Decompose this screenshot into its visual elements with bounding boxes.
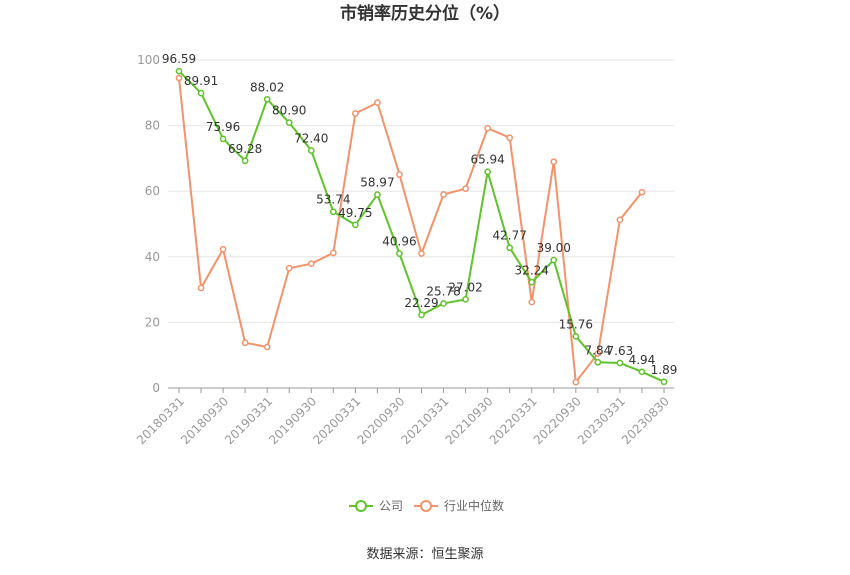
data-label: 65.94: [470, 153, 504, 167]
source-text: 数据来源：恒生聚源: [366, 547, 483, 562]
data-label: 75.96: [206, 120, 240, 134]
data-label: 25.78: [426, 284, 460, 298]
series-industry-median: [175, 74, 646, 386]
data-point[interactable]: [175, 67, 183, 75]
data-point[interactable]: [418, 250, 425, 257]
data-label: 42.77: [493, 229, 527, 243]
data-label: 88.02: [250, 80, 284, 94]
data-point[interactable]: [263, 95, 271, 103]
data-point[interactable]: [616, 359, 624, 367]
chart-title: 市销率历史分位（%）: [340, 3, 510, 24]
data-label: 96.59: [162, 52, 196, 66]
data-point[interactable]: [374, 191, 381, 198]
legend-label-industry: 行业中位数: [444, 498, 504, 513]
data-point[interactable]: [462, 185, 469, 192]
y-tick-label: 0: [152, 381, 160, 395]
series-line: [178, 70, 665, 383]
y-tick-label: 100: [137, 53, 160, 67]
data-point[interactable]: [352, 221, 359, 229]
data-point[interactable]: [572, 378, 580, 386]
data-point[interactable]: [219, 245, 227, 253]
data-label: 22.29: [404, 296, 438, 310]
data-point[interactable]: [528, 278, 536, 286]
data-point[interactable]: [440, 300, 447, 307]
data-point[interactable]: [241, 339, 249, 347]
data-point[interactable]: [462, 296, 469, 303]
series-layer: [175, 67, 668, 386]
data-point[interactable]: [418, 311, 425, 319]
data-label: 58.97: [360, 176, 394, 190]
y-tick-label: 80: [145, 119, 160, 133]
data-point[interactable]: [374, 99, 381, 106]
data-point[interactable]: [550, 158, 558, 166]
series-line: [178, 77, 643, 384]
data-label: 4.94: [629, 353, 656, 367]
y-tick-label: 60: [145, 184, 160, 198]
x-tick-label: 20230830: [619, 394, 672, 447]
data-point[interactable]: [616, 216, 624, 224]
data-label: 40.96: [382, 235, 416, 249]
data-label: 89.91: [184, 74, 218, 88]
data-label: 7.63: [607, 344, 634, 358]
data-label: 27.02: [448, 280, 482, 294]
legend-item-industry[interactable]: 行业中位数: [414, 498, 504, 513]
grid-lines: [168, 59, 674, 323]
data-label: 72.40: [294, 132, 328, 146]
data-point[interactable]: [219, 135, 227, 143]
data-point[interactable]: [638, 368, 646, 376]
data-point[interactable]: [484, 124, 491, 132]
data-label: 49.75: [338, 206, 372, 220]
series-company: [175, 67, 668, 386]
data-point[interactable]: [197, 284, 205, 292]
legend-item-company[interactable]: 公司: [349, 499, 403, 513]
legend-label-company: 公司: [379, 499, 403, 513]
data-label: 53.74: [316, 193, 350, 207]
data-label: 32.24: [515, 263, 549, 277]
data-point[interactable]: [572, 332, 580, 340]
legend-marker-company: [355, 500, 367, 512]
data-label: 39.00: [537, 241, 571, 255]
data-point[interactable]: [352, 110, 359, 117]
data-point[interactable]: [285, 119, 293, 126]
x-tick-labels: 2018033120180930201903312019093020200331…: [134, 394, 672, 447]
data-label: 80.90: [272, 104, 306, 118]
data-label: 15.76: [559, 317, 593, 331]
data-point[interactable]: [440, 191, 447, 198]
data-point[interactable]: [594, 350, 602, 357]
data-point[interactable]: [175, 74, 183, 82]
data-point[interactable]: [329, 208, 337, 216]
data-point[interactable]: [660, 378, 668, 386]
y-tick-label: 20: [145, 315, 160, 329]
data-point[interactable]: [307, 260, 315, 268]
data-point[interactable]: [550, 256, 558, 264]
data-point[interactable]: [197, 89, 205, 97]
data-label: 69.28: [228, 142, 262, 156]
data-label: 1.89: [651, 363, 678, 377]
data-point[interactable]: [396, 171, 403, 178]
axes: [168, 387, 674, 393]
data-point[interactable]: [506, 244, 514, 252]
data-labels: 96.59 89.91 75.96 69.28 88.02 80.90 72.40 53.74…: [162, 52, 678, 377]
y-tick-labels: 0 20 40 60 80 100: [137, 53, 160, 395]
data-point[interactable]: [285, 264, 293, 272]
legend-marker-industry: [420, 500, 432, 512]
y-tick-label: 40: [145, 250, 160, 264]
data-point[interactable]: [263, 343, 271, 351]
data-point[interactable]: [396, 250, 403, 258]
data-point[interactable]: [594, 358, 602, 366]
data-point[interactable]: [329, 249, 337, 257]
data-point[interactable]: [241, 157, 249, 165]
data-point[interactable]: [307, 147, 315, 154]
data-point[interactable]: [638, 188, 646, 196]
data-label: 7.84: [585, 343, 612, 357]
data-point[interactable]: [484, 168, 491, 176]
legend[interactable]: 公司 行业中位数: [349, 498, 504, 513]
data-point[interactable]: [506, 134, 514, 142]
data-point[interactable]: [528, 298, 536, 306]
